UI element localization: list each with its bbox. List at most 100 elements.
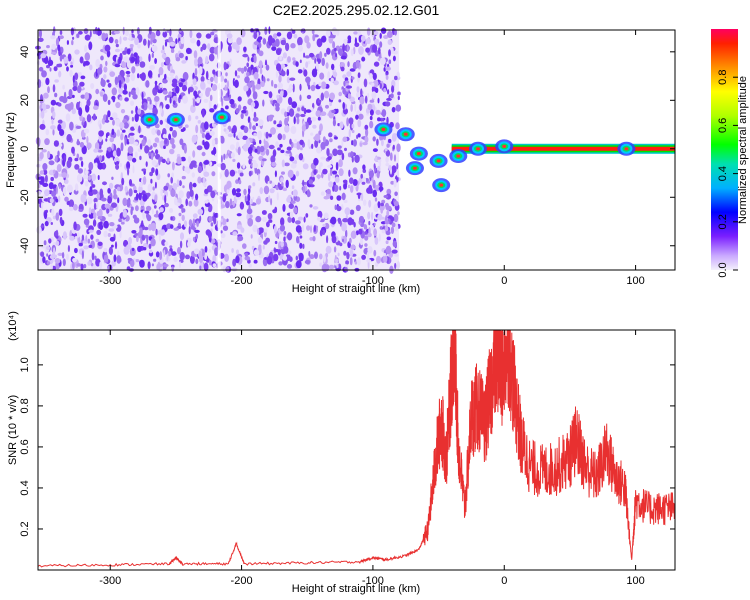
noise-speckle — [208, 216, 213, 223]
noise-speckle — [385, 240, 389, 244]
noise-speckle — [237, 146, 241, 156]
noise-speckle — [88, 207, 92, 215]
colorbar-tick-label: 0.6 — [717, 118, 729, 133]
noise-speckle — [132, 94, 138, 100]
noise-speckle — [316, 38, 323, 48]
noise-speckle — [47, 150, 51, 159]
noise-speckle — [59, 216, 63, 225]
noise-speckle — [38, 55, 41, 60]
noise-speckle — [293, 116, 296, 125]
noise-speckle — [339, 185, 342, 191]
noise-speckle — [154, 137, 160, 143]
noise-speckle — [120, 221, 125, 225]
noise-speckle — [313, 224, 316, 233]
noise-speckle — [347, 61, 350, 68]
noise-speckle — [257, 36, 263, 40]
noise-speckle — [94, 26, 98, 35]
noise-speckle — [311, 29, 315, 35]
noise-speckle — [166, 76, 170, 81]
noise-speckle — [349, 257, 353, 266]
noise-speckle — [97, 241, 103, 246]
noise-speckle — [392, 50, 399, 55]
noise-speckle — [245, 200, 250, 206]
noise-speckle — [235, 179, 239, 184]
noise-speckle — [385, 202, 389, 209]
noise-speckle — [57, 252, 63, 256]
noise-speckle — [159, 207, 164, 213]
noise-speckle — [152, 186, 155, 191]
noise-speckle — [343, 199, 348, 204]
noise-speckle — [93, 197, 98, 203]
noise-speckle — [359, 238, 364, 246]
noise-speckle — [335, 258, 339, 263]
noise-speckle — [306, 42, 311, 49]
noise-speckle — [361, 181, 366, 185]
noise-speckle — [360, 173, 364, 179]
noise-speckle — [134, 151, 138, 158]
noise-speckle — [253, 41, 259, 46]
noise-speckle — [254, 148, 258, 153]
noise-speckle — [97, 175, 100, 180]
noise-speckle — [103, 254, 107, 264]
noise-speckle — [321, 57, 326, 67]
noise-speckle — [74, 72, 79, 81]
noise-speckle — [154, 95, 160, 102]
noise-speckle — [243, 85, 249, 92]
noise-speckle — [274, 206, 278, 213]
noise-speckle — [176, 156, 182, 165]
noise-speckle — [83, 245, 89, 250]
noise-speckle — [156, 263, 161, 271]
noise-speckle — [44, 174, 48, 183]
noise-speckle — [393, 200, 399, 207]
noise-speckle — [297, 216, 304, 221]
noise-speckle — [361, 254, 366, 260]
noise-speckle — [310, 132, 314, 136]
noise-speckle — [287, 232, 293, 241]
noise-speckle — [203, 121, 209, 130]
noise-speckle — [358, 35, 362, 43]
noise-speckle — [72, 36, 75, 40]
noise-speckle — [235, 192, 242, 198]
noise-speckle — [244, 256, 251, 261]
noise-speckle — [273, 83, 278, 89]
noise-speckle — [36, 226, 42, 234]
noise-speckle — [172, 161, 175, 171]
noise-speckle — [40, 251, 45, 257]
spectrogram-y-tick-label: 40 — [19, 46, 31, 58]
colorbar-tick-label: 0.4 — [717, 166, 729, 181]
noise-speckle — [97, 149, 103, 153]
noise-speckle — [377, 117, 381, 122]
noise-speckle — [373, 222, 376, 226]
noise-speckle — [296, 236, 300, 244]
noise-speckle — [195, 258, 199, 265]
noise-speckle — [104, 44, 111, 52]
noise-speckle — [387, 31, 393, 38]
noise-speckle — [340, 55, 347, 60]
noise-speckle — [332, 118, 336, 127]
noise-speckle — [138, 125, 141, 134]
noise-speckle — [158, 233, 161, 242]
noise-speckle — [222, 225, 229, 231]
noise-speckle — [346, 85, 352, 89]
noise-speckle — [308, 179, 314, 185]
noise-speckle — [397, 91, 401, 96]
noise-speckle — [319, 123, 323, 132]
noise-speckle — [182, 208, 186, 213]
noise-speckle — [250, 198, 253, 205]
noise-speckle — [131, 116, 134, 122]
noise-speckle — [317, 99, 322, 104]
noise-speckle — [187, 241, 191, 248]
noise-speckle — [272, 33, 278, 39]
noise-speckle — [151, 208, 154, 215]
noise-speckle — [95, 59, 101, 68]
noise-speckle — [371, 212, 374, 221]
noise-speckle — [292, 189, 298, 197]
noise-speckle — [133, 123, 139, 130]
noise-speckle — [181, 214, 185, 222]
noise-speckle — [342, 43, 346, 53]
noise-speckle — [220, 204, 226, 209]
noise-speckle — [319, 253, 323, 260]
noise-speckle — [234, 79, 239, 88]
spectrogram-x-tick-label: -100 — [362, 275, 384, 287]
noise-speckle — [385, 215, 388, 224]
